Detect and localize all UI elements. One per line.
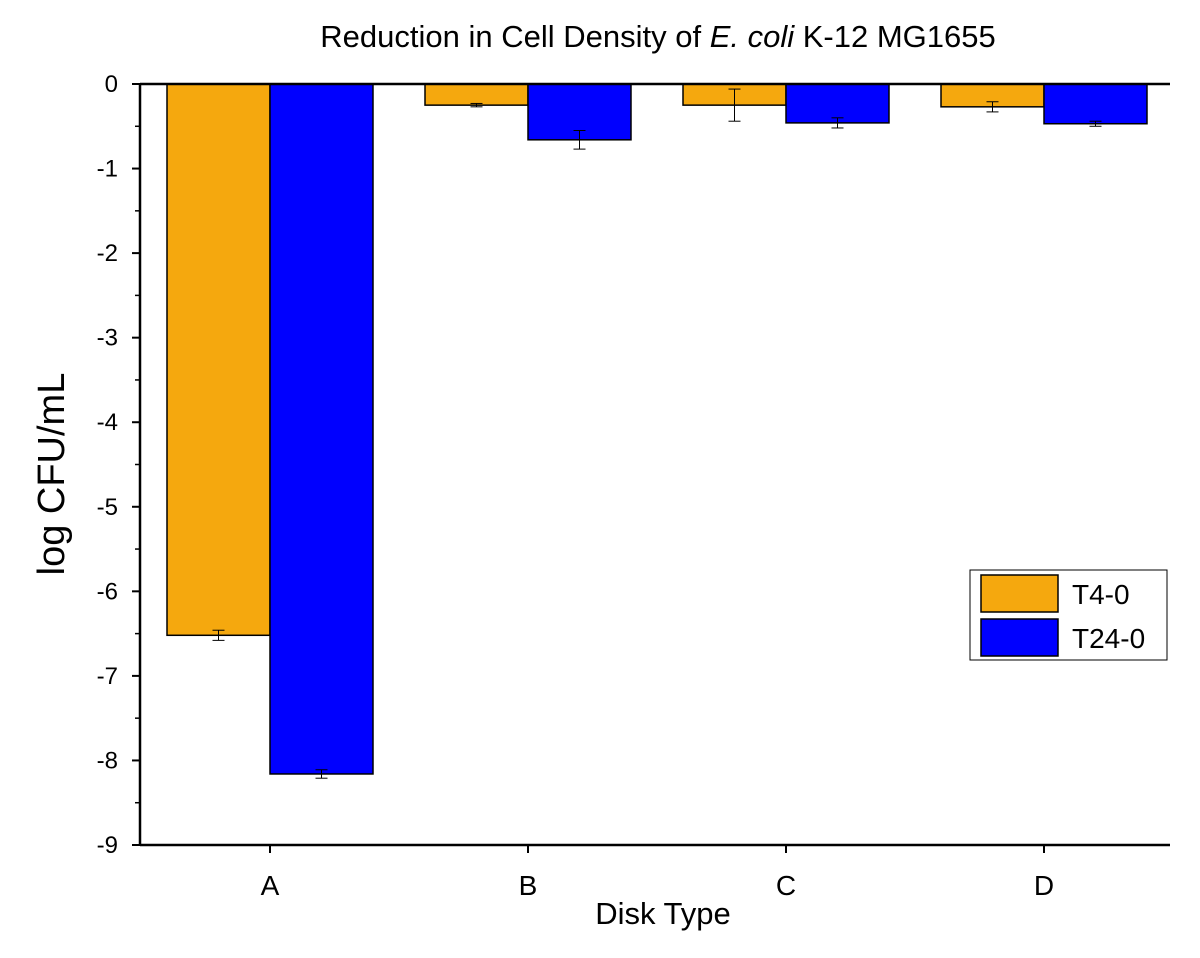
y-tick-label--5: -5 — [97, 494, 118, 521]
y-tick-label--2: -2 — [97, 240, 118, 267]
y-tick-label--4: -4 — [97, 409, 118, 436]
chart-title-italic: E. coli — [710, 19, 796, 54]
x-axis-label: Disk Type — [595, 896, 731, 931]
error-bar-T24-0-C — [831, 117, 844, 129]
error-bar-T24-0-B — [573, 130, 586, 150]
y-axis-label: log CFU/mL — [31, 373, 73, 576]
legend-swatch-T24-0 — [980, 618, 1059, 657]
x-tick-label-D: D — [1034, 870, 1054, 901]
bar-T4-0-A — [166, 83, 271, 637]
legend-label-T4-0: T4-0 — [1072, 579, 1130, 610]
y-tick-label--6: -6 — [97, 578, 118, 605]
error-bar-T4-0-C — [728, 88, 741, 122]
y-tick-label--1: -1 — [97, 156, 118, 183]
error-bar-T4-0-D — [986, 101, 999, 113]
legend: T4-0 T24-0 — [969, 569, 1168, 661]
chart-title-prefix: Reduction in Cell Density of — [320, 19, 709, 54]
legend-swatch-T4-0 — [980, 574, 1059, 613]
y-tick-label--3: -3 — [97, 325, 118, 352]
x-tick-label-A: A — [261, 870, 280, 901]
bar-T24-0-D — [1043, 83, 1148, 125]
bar-T24-0-A — [269, 83, 374, 775]
error-bar-T24-0-A — [315, 769, 328, 779]
y-tick-label--9: -9 — [97, 832, 118, 859]
error-bar-T4-0-A — [212, 629, 225, 641]
bar-T24-0-C — [785, 83, 890, 124]
error-bar-T24-0-D — [1089, 120, 1102, 127]
y-tick-label--8: -8 — [97, 747, 118, 774]
legend-label-T24-0: T24-0 — [1072, 623, 1145, 654]
error-bar-T4-0-B — [470, 102, 483, 108]
y-tick-label-0: 0 — [105, 71, 118, 98]
x-tick-label-C: C — [776, 870, 796, 901]
x-tick-label-B: B — [519, 870, 538, 901]
chart-title-suffix: K-12 MG1655 — [794, 19, 996, 54]
chart-title: Reduction in Cell Density of E. coli K-1… — [320, 19, 995, 54]
bar-T4-0-B — [424, 83, 529, 106]
y-tick-label--7: -7 — [97, 663, 118, 690]
plot-area: A B C D 0 -1 -2 -3 -4 -5 -6 -7 -8 -9 — [97, 71, 1170, 901]
